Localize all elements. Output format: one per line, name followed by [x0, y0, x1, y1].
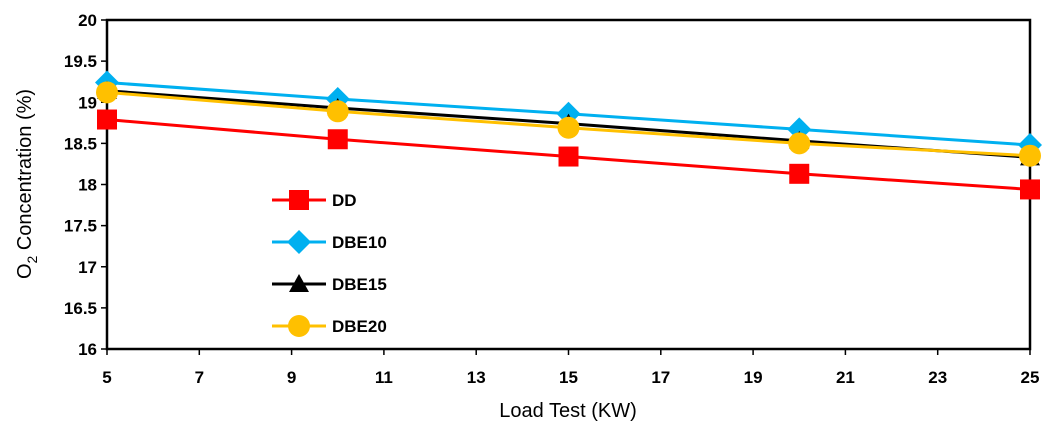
data-point	[1019, 144, 1041, 167]
y-axis: 16 16.5 17 17.5 18 18.5 19 19.5 20	[64, 11, 107, 359]
x-tick-label: 19	[744, 368, 763, 387]
x-tick-label: 7	[195, 368, 204, 387]
data-point	[788, 132, 811, 155]
x-tick-label: 11	[375, 368, 393, 387]
data-point	[97, 109, 117, 130]
data-point	[327, 129, 348, 150]
plot-area	[105, 18, 1032, 351]
data-point	[789, 163, 810, 184]
y-tick-label: 18	[78, 176, 97, 195]
y-axis-title: O2 Concentration (%)	[14, 89, 40, 279]
series-layer	[95, 70, 1042, 200]
legend-label: DBE20	[332, 317, 387, 336]
y-tick-label: 18.5	[64, 134, 97, 153]
y-axis-title-rest: Concentration (%)	[14, 89, 36, 256]
legend: DD DBE10 DBE15 DBE20	[272, 190, 387, 337]
series-dd	[97, 109, 1040, 200]
x-tick-label: 21	[836, 368, 855, 387]
x-tick-label: 5	[102, 368, 111, 387]
y-tick-label: 17	[78, 258, 97, 277]
legend-label: DBE10	[332, 233, 387, 252]
legend-marker	[288, 315, 310, 337]
series-dbe20	[96, 81, 1041, 167]
data-point	[558, 146, 579, 167]
y-axis-title-main: O	[14, 263, 36, 279]
x-tick-label: 17	[651, 368, 670, 387]
legend-item-dd: DD	[272, 190, 357, 210]
y-tick-label: 17.5	[64, 217, 97, 236]
y-tick-label: 16	[78, 340, 97, 359]
legend-marker	[289, 274, 309, 292]
x-tick-label: 23	[928, 368, 947, 387]
y-tick-label: 19	[78, 93, 97, 112]
legend-label: DBE15	[332, 275, 387, 294]
legend-item-dbe20: DBE20	[272, 315, 387, 337]
data-point	[96, 81, 118, 104]
data-point	[326, 100, 349, 123]
x-axis-title: Load Test (KW)	[499, 400, 636, 422]
x-tick-label: 25	[1021, 368, 1040, 387]
y-tick-label: 20	[78, 11, 97, 30]
data-point	[557, 116, 580, 139]
y-tick-label: 19.5	[64, 52, 97, 71]
x-tick-label: 15	[559, 368, 578, 387]
x-tick-label: 9	[287, 368, 296, 387]
legend-marker	[289, 190, 309, 210]
legend-item-dbe10: DBE10	[272, 230, 387, 254]
x-axis: 5 7 9 11 13 15 17 19 21 23 25	[102, 349, 1039, 387]
legend-item-dbe15: DBE15	[272, 274, 387, 294]
data-point	[1020, 179, 1040, 200]
legend-label: DD	[332, 191, 357, 210]
y-tick-label: 16.5	[64, 299, 97, 318]
y-axis-title-subscript: 2	[24, 255, 40, 263]
x-tick-label: 13	[467, 368, 486, 387]
legend-marker	[287, 230, 311, 254]
